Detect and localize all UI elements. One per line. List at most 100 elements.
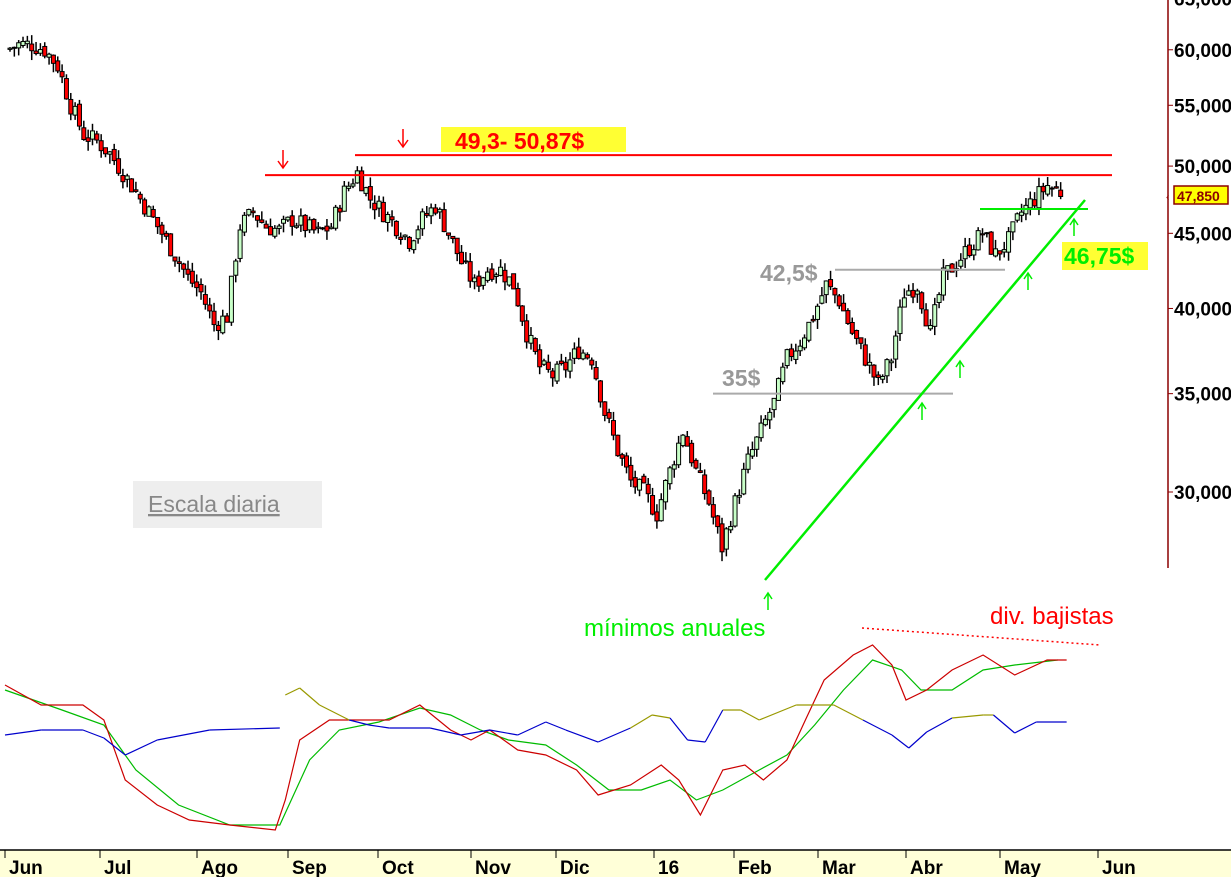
level-42-5-label: 42,5$ bbox=[760, 260, 818, 286]
annual-lows-label: mínimos anuales bbox=[584, 615, 765, 642]
candle bbox=[940, 258, 946, 301]
candle bbox=[775, 377, 781, 401]
indicator-fast-line bbox=[4, 644, 1067, 831]
indicator-third-line-segment bbox=[1014, 721, 1037, 734]
candle bbox=[693, 458, 699, 470]
candle bbox=[393, 220, 399, 239]
candle bbox=[637, 478, 643, 497]
candle bbox=[728, 520, 734, 534]
last-price-tag bbox=[1173, 185, 1229, 205]
candle bbox=[63, 74, 69, 100]
candle bbox=[233, 258, 239, 283]
candle bbox=[389, 210, 395, 227]
candle bbox=[788, 343, 794, 362]
candle bbox=[810, 315, 816, 323]
candle bbox=[159, 221, 165, 244]
candle bbox=[294, 222, 300, 229]
candle bbox=[506, 276, 512, 287]
x-tick-label: Jun bbox=[9, 858, 43, 877]
candle bbox=[749, 441, 755, 459]
down-arrow-icon bbox=[277, 150, 289, 170]
candle bbox=[402, 234, 408, 241]
candle bbox=[298, 208, 304, 232]
indicator-panel bbox=[4, 644, 1067, 831]
candle bbox=[567, 352, 573, 379]
candle bbox=[241, 212, 247, 237]
candle bbox=[515, 282, 521, 307]
x-tick-label: Sep bbox=[292, 858, 327, 877]
candle bbox=[311, 218, 317, 234]
candle bbox=[589, 357, 595, 370]
indicator-third-line-segment bbox=[299, 687, 320, 706]
candle bbox=[333, 204, 339, 231]
candle bbox=[346, 181, 352, 192]
indicator-third-line-segment bbox=[103, 737, 126, 756]
indicator-third-line-segment bbox=[368, 724, 390, 729]
candle bbox=[176, 256, 182, 273]
candle bbox=[984, 232, 990, 238]
candle bbox=[806, 321, 812, 343]
candle bbox=[819, 287, 825, 305]
indicator-third-line-segment bbox=[908, 731, 928, 749]
divergence-label: div. bajistas bbox=[990, 603, 1114, 630]
annotations-layer: 49,3- 50,87$ 42,5$ 35$ 46,75$ mínimos an… bbox=[133, 127, 1148, 646]
resistance-label: 49,3- 50,87$ bbox=[455, 128, 584, 154]
candle bbox=[797, 339, 803, 356]
candle bbox=[463, 252, 469, 264]
candle bbox=[537, 344, 543, 375]
candle bbox=[472, 274, 478, 290]
indicator-third-line-segment bbox=[124, 739, 158, 756]
candle bbox=[11, 46, 17, 57]
candle bbox=[988, 231, 994, 255]
candle bbox=[16, 40, 22, 56]
candle bbox=[350, 178, 356, 189]
candle bbox=[519, 305, 525, 326]
candle bbox=[689, 439, 695, 467]
candle bbox=[632, 470, 638, 494]
up-arrow-icon bbox=[917, 401, 927, 420]
y-tick-label: 40,000 bbox=[1174, 299, 1231, 320]
indicator-third-line-segment bbox=[209, 727, 280, 731]
candle bbox=[1058, 182, 1064, 200]
candle bbox=[124, 173, 130, 188]
candle bbox=[884, 358, 890, 384]
candle bbox=[754, 436, 760, 457]
candle bbox=[276, 223, 282, 235]
candle bbox=[558, 353, 564, 366]
x-tick-label: Abr bbox=[910, 858, 943, 877]
candle bbox=[1001, 241, 1007, 258]
candle bbox=[33, 41, 39, 56]
y-tick-label: 55,000 bbox=[1174, 96, 1231, 117]
candle bbox=[81, 120, 87, 141]
candle bbox=[1027, 191, 1033, 216]
candle bbox=[606, 408, 612, 424]
candle bbox=[493, 272, 499, 284]
candle bbox=[897, 299, 903, 341]
candle bbox=[593, 360, 599, 381]
x-tick-label: Jun bbox=[1102, 858, 1136, 877]
candle bbox=[532, 337, 538, 355]
candle bbox=[723, 527, 729, 557]
candle bbox=[906, 284, 912, 296]
candle bbox=[254, 215, 260, 228]
up-arrow-icon bbox=[1023, 271, 1033, 290]
candle bbox=[901, 288, 907, 308]
candle bbox=[441, 202, 447, 233]
candle bbox=[641, 473, 647, 484]
candle bbox=[945, 265, 951, 281]
candle bbox=[324, 218, 330, 240]
support-label-bg bbox=[1062, 242, 1148, 270]
candle bbox=[784, 348, 790, 369]
candle bbox=[880, 374, 886, 384]
candle bbox=[259, 211, 265, 224]
candle bbox=[563, 356, 569, 378]
up-arrow-icon bbox=[955, 359, 965, 378]
indicator-third-line-segment bbox=[4, 729, 42, 736]
indicator-third-line-segment bbox=[862, 719, 893, 736]
candle bbox=[150, 205, 156, 218]
candle bbox=[867, 353, 873, 374]
y-tick-label: 65,000 bbox=[1174, 0, 1231, 11]
candle bbox=[94, 130, 100, 144]
candle bbox=[580, 349, 586, 361]
indicator-third-line-segment bbox=[952, 714, 984, 719]
